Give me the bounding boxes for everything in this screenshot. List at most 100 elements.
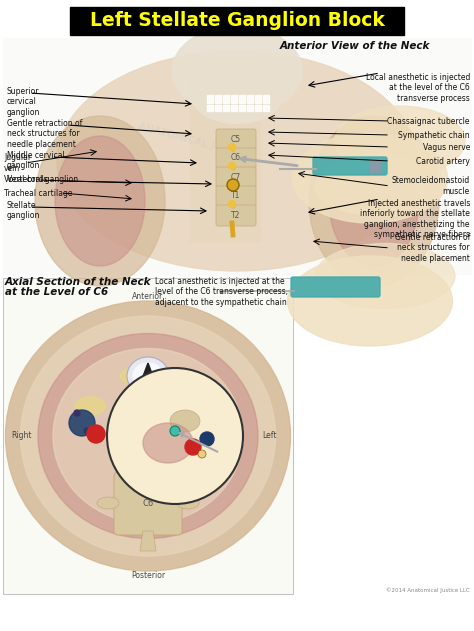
Circle shape [84,428,90,434]
Circle shape [74,410,80,416]
Ellipse shape [127,357,169,395]
FancyBboxPatch shape [114,472,182,535]
Bar [263,95,269,103]
Ellipse shape [177,497,199,509]
Text: Middle cervical
ganglion: Middle cervical ganglion [7,151,65,170]
Circle shape [228,163,236,170]
Ellipse shape [97,497,119,509]
Text: at the Level of C6: at the Level of C6 [5,287,108,297]
Circle shape [69,410,95,436]
Text: Vocal cords: Vocal cords [4,175,47,184]
Bar [231,95,237,103]
Text: C6: C6 [231,153,241,163]
Text: Superior
cervical
ganglion: Superior cervical ganglion [7,87,40,117]
Circle shape [227,179,239,191]
Ellipse shape [315,156,445,216]
Bar [231,105,237,111]
FancyBboxPatch shape [216,186,256,207]
Ellipse shape [172,26,302,116]
Ellipse shape [6,301,291,571]
FancyBboxPatch shape [216,148,256,169]
Ellipse shape [133,363,163,389]
Text: Stellate
ganglion: Stellate ganglion [7,201,40,220]
Bar [3,278,293,594]
Circle shape [107,368,243,504]
Ellipse shape [120,365,175,387]
Text: T1: T1 [231,191,241,201]
Bar [223,95,229,103]
Ellipse shape [129,450,167,482]
Text: Local anesthetic is injected
at the level of the C6
transverse process: Local anesthetic is injected at the leve… [365,73,470,103]
Text: C5: C5 [231,134,241,143]
Text: C6: C6 [142,498,154,507]
Text: ANATOMICAL JUSTICE: ANATOMICAL JUSTICE [96,416,214,446]
Bar [255,95,261,103]
Ellipse shape [315,244,455,309]
Ellipse shape [57,51,417,271]
Text: Left Stellate Ganglion Block: Left Stellate Ganglion Block [90,11,384,30]
FancyBboxPatch shape [313,157,387,175]
FancyBboxPatch shape [216,129,256,150]
Text: Gentle retraction of
neck structures for
needle placement: Gentle retraction of neck structures for… [395,233,470,263]
Ellipse shape [20,316,275,556]
Text: Vagus nerve: Vagus nerve [423,143,470,151]
Ellipse shape [329,136,419,266]
Text: Axial Section of the Neck: Axial Section of the Neck [5,277,152,287]
Bar [247,95,253,103]
Ellipse shape [75,397,105,415]
Bar [207,95,213,103]
Text: T2: T2 [231,211,241,220]
Bar [190,76,260,241]
Ellipse shape [170,410,200,432]
Text: Stemocleidomastoid
muscle: Stemocleidomastoid muscle [392,176,470,196]
Circle shape [200,432,214,446]
Circle shape [198,450,206,458]
Circle shape [207,412,229,434]
Ellipse shape [38,334,258,538]
FancyBboxPatch shape [291,277,380,297]
Bar [247,105,253,111]
Bar [215,105,221,111]
Ellipse shape [195,402,225,420]
Bar [255,105,261,111]
Text: ©2014 Anatomical Justice LLC: ©2014 Anatomical Justice LLC [386,587,470,593]
Ellipse shape [288,256,453,346]
Circle shape [87,425,105,443]
Circle shape [228,201,236,208]
Text: Gentle retraction of
neck structures for
needle placement: Gentle retraction of neck structures for… [7,119,82,149]
Ellipse shape [309,116,439,286]
Circle shape [185,439,201,455]
Bar [263,105,269,111]
Text: Anterior: Anterior [132,292,164,301]
Bar [239,105,245,111]
Circle shape [170,426,180,436]
Ellipse shape [55,136,145,266]
Text: Tracheal cartilage: Tracheal cartilage [4,189,73,198]
Text: ANATOMICAL JUSTICE: ANATOMICAL JUSTICE [137,121,253,161]
Text: Injected anesthetic travels
inferiorly toward the stellate
ganglion, anesthetizi: Injected anesthetic travels inferiorly t… [360,199,470,239]
Bar [215,95,221,103]
Bar [3,38,471,274]
Polygon shape [142,363,154,379]
Bar [370,160,380,172]
Ellipse shape [192,69,282,124]
Ellipse shape [35,116,165,286]
Circle shape [228,182,236,189]
Circle shape [228,143,236,151]
Text: Sympathetic chain: Sympathetic chain [398,131,470,139]
Ellipse shape [335,106,465,176]
Bar [207,105,213,111]
Bar [70,7,404,35]
Text: Carotid artery: Carotid artery [416,156,470,165]
Text: Right: Right [12,432,32,440]
Ellipse shape [143,423,193,463]
Ellipse shape [53,348,243,524]
Bar [239,95,245,103]
FancyBboxPatch shape [216,167,256,188]
Text: Jugular
vein: Jugular vein [4,153,31,173]
Text: Left: Left [263,432,277,440]
Text: Posterior: Posterior [131,571,165,580]
Text: Chassaignac tubercle: Chassaignac tubercle [388,117,470,126]
Text: Vertebral ganglion: Vertebral ganglion [7,175,78,184]
Text: C7: C7 [231,172,241,182]
